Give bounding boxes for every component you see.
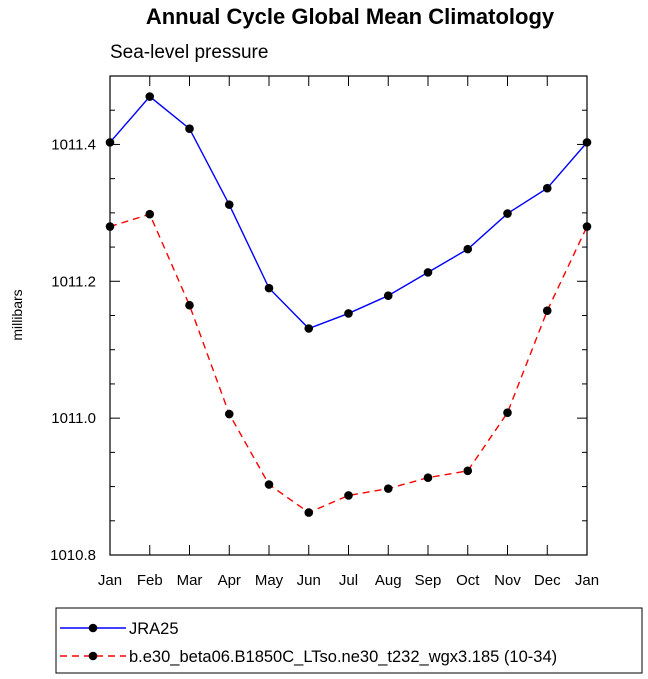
series-line bbox=[109, 95, 588, 330]
data-point bbox=[344, 309, 353, 318]
x-tick-label: Jan bbox=[98, 572, 122, 589]
data-point bbox=[304, 324, 314, 333]
data-point bbox=[542, 183, 552, 193]
x-tick-label: Aug bbox=[375, 572, 402, 589]
data-point bbox=[423, 268, 433, 277]
legend-label-2: b.e30_beta06.B1850C_LTso.ne30_t232_wgx3.… bbox=[129, 648, 557, 666]
data-point bbox=[185, 300, 194, 310]
data-point bbox=[264, 283, 274, 293]
data-point bbox=[185, 124, 194, 133]
data-point bbox=[463, 466, 473, 476]
x-tick-label: Mar bbox=[177, 572, 203, 589]
x-tick-label: Jun bbox=[297, 572, 321, 589]
x-tick-label: Oct bbox=[456, 572, 480, 589]
data-point bbox=[582, 222, 592, 231]
data-point bbox=[582, 138, 592, 147]
data-point bbox=[344, 491, 353, 500]
data-point bbox=[105, 138, 115, 147]
x-tick-label: Feb bbox=[137, 572, 163, 589]
data-point bbox=[105, 222, 115, 231]
series-layer bbox=[105, 92, 592, 517]
legend-marker-1 bbox=[88, 623, 98, 633]
y-tick-label: 1010.8 bbox=[50, 547, 96, 564]
chart-subtitle: Sea-level pressure bbox=[110, 42, 268, 63]
legend: JRA25 b.e30_beta06.B1850C_LTso.ne30_t232_… bbox=[55, 607, 643, 674]
data-point bbox=[145, 92, 155, 101]
x-tick-label: Jul bbox=[339, 572, 358, 589]
data-point bbox=[503, 209, 512, 218]
chart-title: Annual Cycle Global Mean Climatology bbox=[146, 4, 555, 29]
data-point bbox=[542, 306, 552, 316]
data-point bbox=[145, 209, 155, 219]
x-tick-label: Dec bbox=[534, 572, 561, 589]
x-tick-label: Apr bbox=[218, 572, 241, 589]
series-2 bbox=[105, 209, 592, 517]
y-axis-label: millibars bbox=[9, 289, 25, 340]
axes: Jan Feb Mar Apr May Jun Jul Aug Sep Oct Nov Dec Jan1… bbox=[50, 75, 599, 589]
data-point bbox=[264, 480, 274, 489]
series-1 bbox=[105, 92, 592, 333]
data-point bbox=[423, 473, 433, 482]
data-point bbox=[383, 484, 393, 493]
y-tick-label: 1011.0 bbox=[51, 410, 96, 427]
x-tick-label: Nov bbox=[494, 572, 521, 589]
data-point bbox=[383, 291, 393, 300]
y-tick-label: 1011.4 bbox=[51, 136, 96, 153]
data-point bbox=[463, 244, 473, 254]
series-line bbox=[109, 213, 588, 514]
legend-label-1: JRA25 bbox=[129, 620, 179, 638]
x-tick-label: Sep bbox=[415, 572, 442, 589]
legend-box bbox=[55, 607, 643, 674]
data-point bbox=[503, 408, 512, 417]
data-point bbox=[304, 508, 314, 517]
x-tick-label: May bbox=[255, 572, 284, 589]
data-point bbox=[224, 409, 234, 419]
legend-marker-2 bbox=[88, 651, 98, 661]
data-point bbox=[224, 200, 234, 209]
y-tick-label: 1011.2 bbox=[51, 273, 96, 290]
x-tick-label: Jan bbox=[575, 572, 599, 589]
